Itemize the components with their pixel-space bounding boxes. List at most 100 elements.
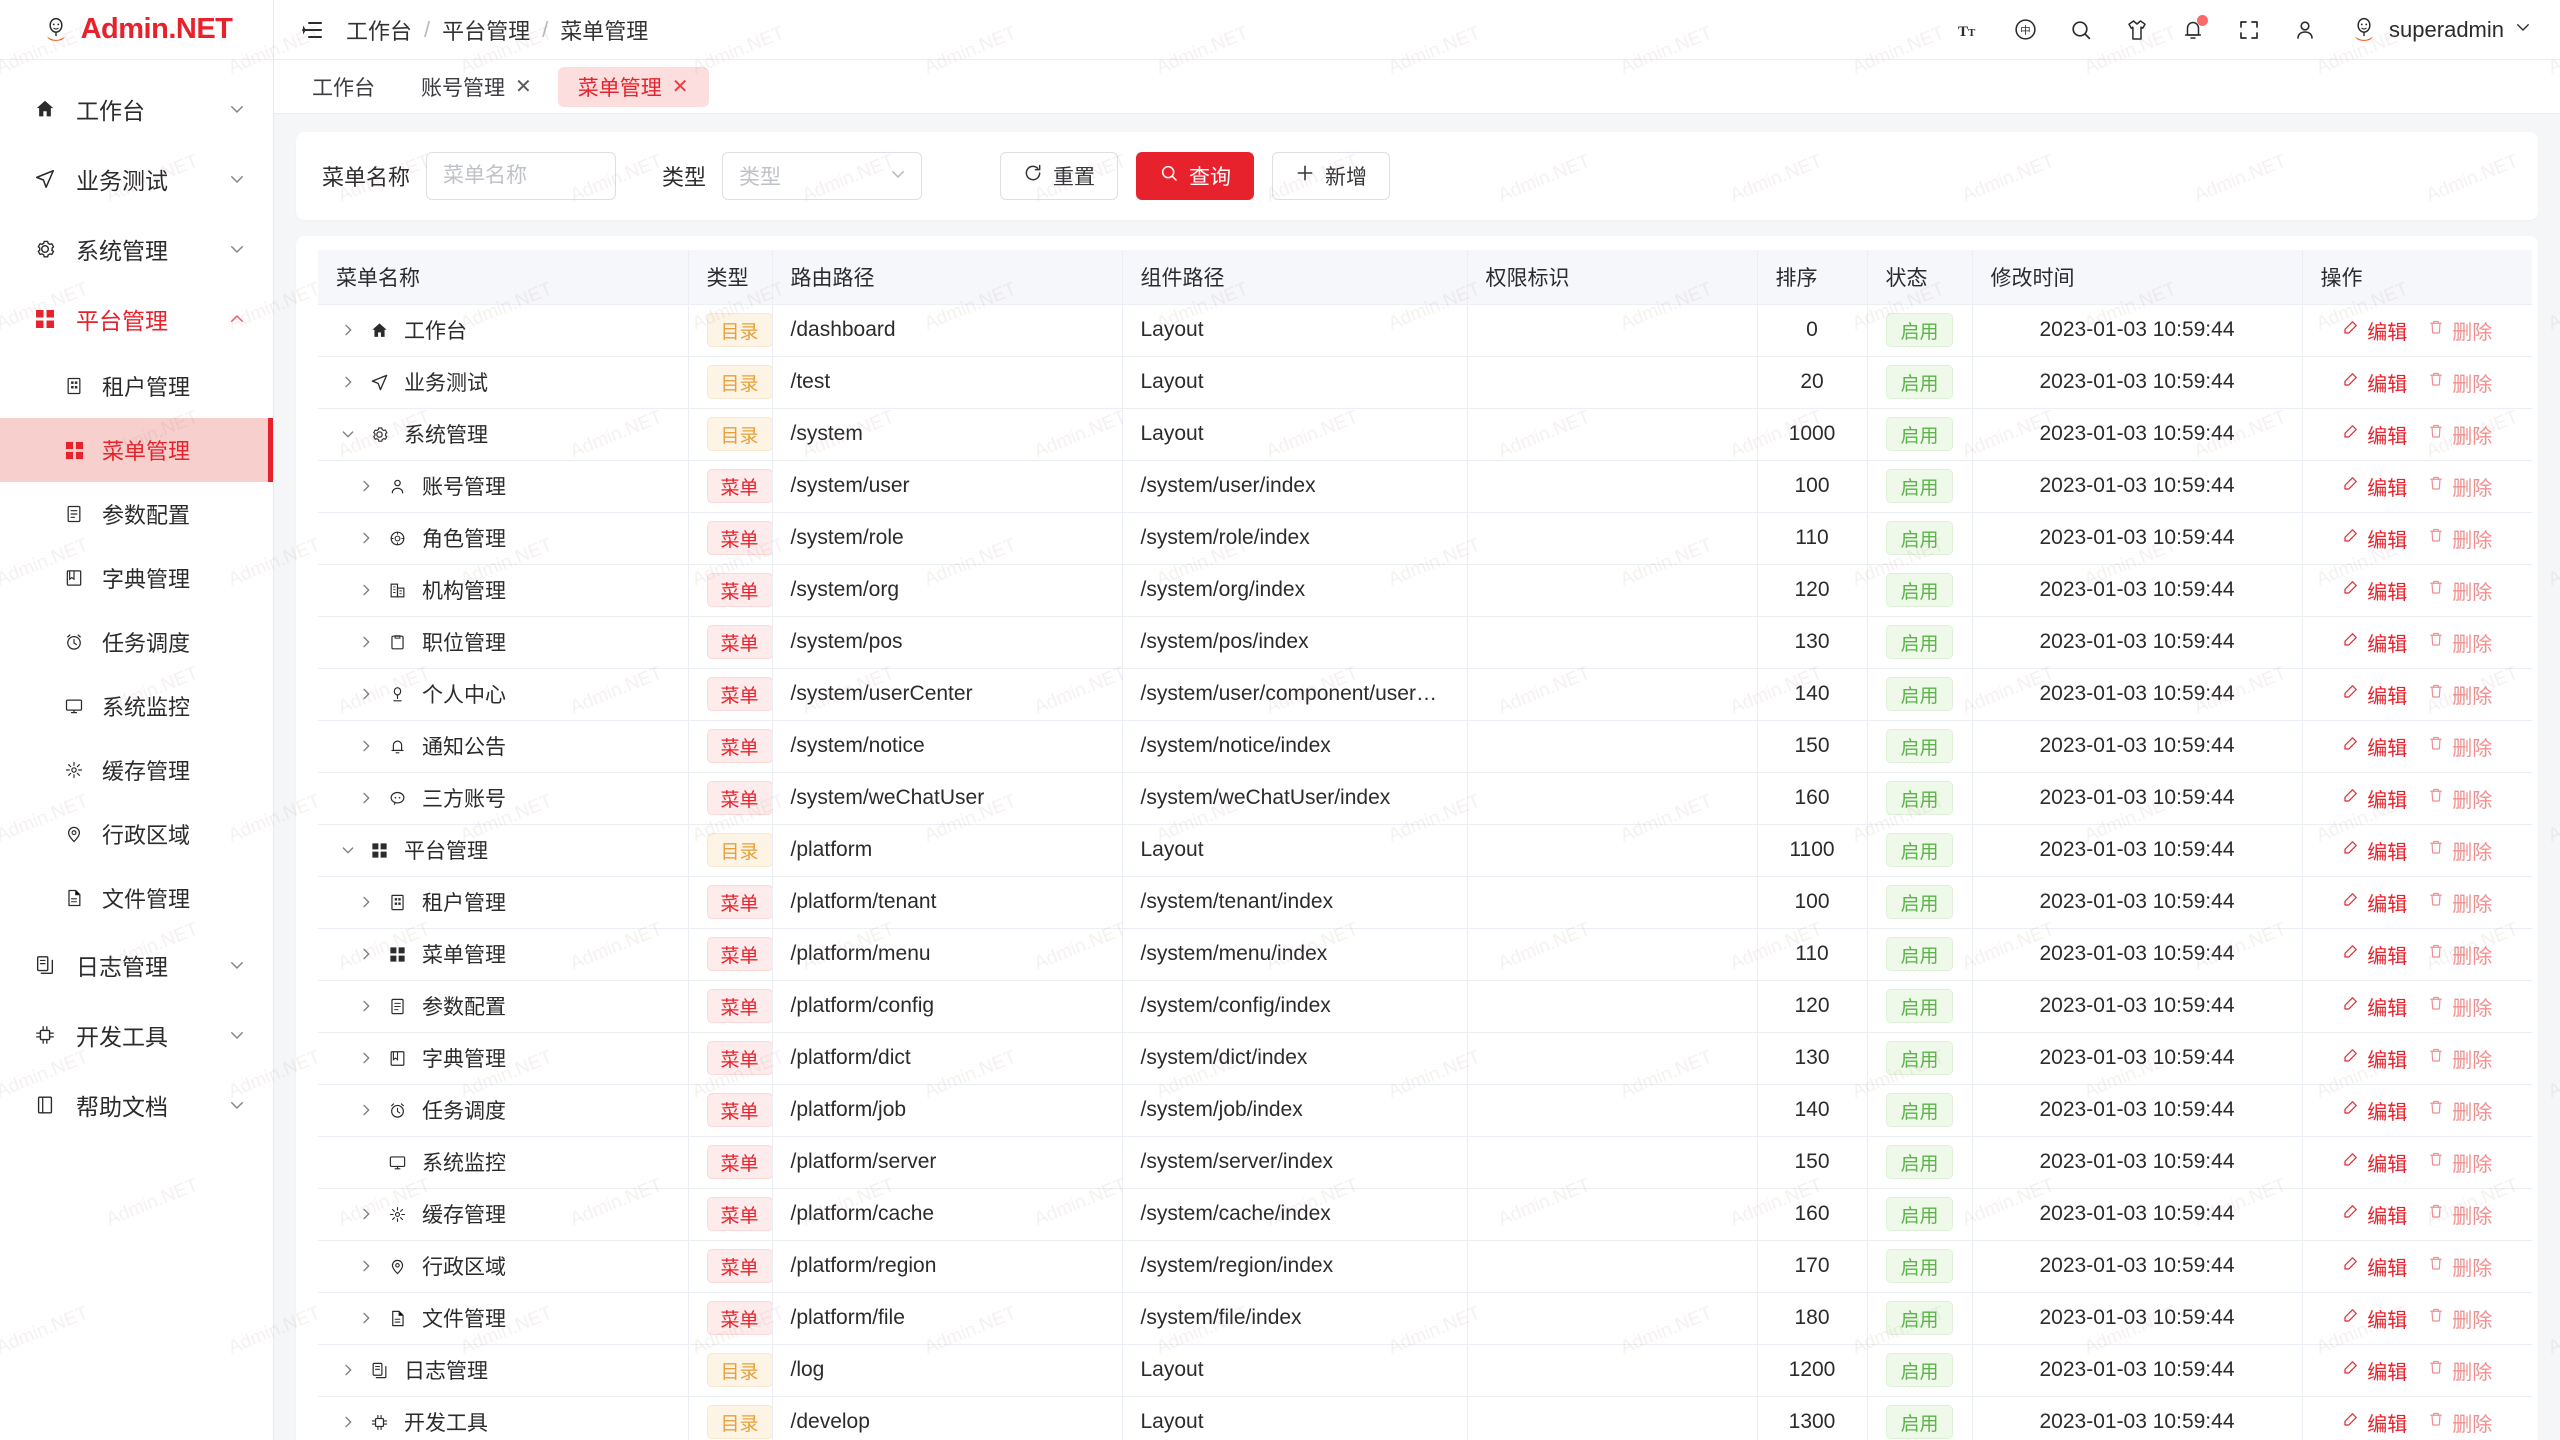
close-icon[interactable]: ✕ — [515, 76, 532, 98]
chevron-right-icon[interactable] — [354, 738, 378, 754]
sidebar-item-help-docs[interactable]: 帮助文档 — [0, 1070, 273, 1140]
chevron-right-icon[interactable] — [336, 374, 360, 390]
chevron-right-icon[interactable] — [354, 686, 378, 702]
table-row[interactable]: 任务调度 菜单/platform/job/system/job/index 140 启… — [318, 1084, 2532, 1137]
sidebar-item-dict-management[interactable]: 字典管理 — [0, 546, 273, 610]
delete-action[interactable]: 删除 — [2427, 1356, 2492, 1385]
table-row[interactable]: 文件管理 菜单/platform/file/system/file/index 18… — [318, 1292, 2532, 1345]
edit-action[interactable]: 编辑 — [2342, 420, 2407, 449]
sidebar-item-file-management[interactable]: 文件管理 — [0, 866, 273, 930]
delete-action[interactable]: 删除 — [2427, 1096, 2492, 1125]
user-menu[interactable]: superadmin — [2349, 15, 2532, 45]
chevron-right-icon[interactable] — [354, 946, 378, 962]
chevron-right-icon[interactable] — [354, 582, 378, 598]
table-row[interactable]: 通知公告 菜单/system/notice/system/notice/index… — [318, 720, 2532, 773]
tab-account-management[interactable]: 账号管理 ✕ — [401, 67, 552, 107]
chevron-down-icon[interactable] — [336, 842, 360, 858]
table-row[interactable]: 职位管理 菜单/system/pos/system/pos/index 130 启用 2… — [318, 616, 2532, 669]
delete-action[interactable]: 删除 — [2427, 680, 2492, 709]
table-row[interactable]: 菜单管理 菜单/platform/menu/system/menu/index 11… — [318, 928, 2532, 981]
theme-icon[interactable] — [2115, 8, 2159, 52]
edit-action[interactable]: 编辑 — [2342, 940, 2407, 969]
edit-action[interactable]: 编辑 — [2342, 836, 2407, 865]
chevron-right-icon[interactable] — [354, 530, 378, 546]
type-select[interactable]: 类型 — [722, 152, 923, 200]
sidebar-item-platform-management[interactable]: 平台管理 — [0, 284, 273, 354]
chevron-right-icon[interactable] — [354, 478, 378, 494]
edit-action[interactable]: 编辑 — [2342, 1148, 2407, 1177]
delete-action[interactable]: 删除 — [2427, 368, 2492, 397]
sidebar-item-param-config[interactable]: 参数配置 — [0, 482, 273, 546]
delete-action[interactable]: 删除 — [2427, 1252, 2492, 1281]
sidebar-item-workbench[interactable]: 工作台 — [0, 74, 273, 144]
delete-action[interactable]: 删除 — [2427, 524, 2492, 553]
delete-action[interactable]: 删除 — [2427, 316, 2492, 345]
query-button[interactable]: 查询 — [1136, 152, 1255, 200]
delete-action[interactable]: 删除 — [2427, 1044, 2492, 1073]
tab-menu-management[interactable]: 菜单管理 ✕ — [557, 66, 709, 107]
edit-action[interactable]: 编辑 — [2342, 524, 2407, 553]
edit-action[interactable]: 编辑 — [2342, 1304, 2407, 1333]
sidebar-item-menu-management[interactable]: 菜单管理 — [0, 418, 273, 482]
add-button[interactable]: 新增 — [1272, 152, 1391, 200]
chevron-down-icon[interactable] — [336, 426, 360, 442]
table-row[interactable]: 工作台 目录/dashboard Layout 0 启用 2023-01-03 10:59… — [318, 304, 2532, 357]
table-row[interactable]: 参数配置 菜单/platform/config/system/config/ind… — [318, 980, 2532, 1033]
table-row[interactable]: 系统监控 菜单/platform/server/system/server/ind… — [318, 1136, 2532, 1189]
table-row[interactable]: 机构管理 菜单/system/org/system/org/index 120 启用 2… — [318, 564, 2532, 617]
table-row[interactable]: 个人中心 菜单/system/userCenter/system/user/com… — [318, 668, 2532, 721]
sidebar-item-dev-tools[interactable]: 开发工具 — [0, 1000, 273, 1070]
table-row[interactable]: 行政区域 菜单/platform/region/system/region/ind… — [318, 1240, 2532, 1293]
delete-action[interactable]: 删除 — [2427, 784, 2492, 813]
sidebar-item-log-management[interactable]: 日志管理 — [0, 930, 273, 1000]
table-row[interactable]: 系统管理 目录/system Layout 1000 启用 2023-01-03 10:5… — [318, 408, 2532, 461]
breadcrumb-item[interactable]: 平台管理 — [442, 18, 531, 44]
table-row[interactable]: 字典管理 菜单/platform/dict/system/dict/index 13… — [318, 1032, 2532, 1085]
chevron-right-icon[interactable] — [354, 1102, 378, 1118]
notification-bell-icon[interactable] — [2171, 8, 2215, 52]
chevron-right-icon[interactable] — [354, 1206, 378, 1222]
menu-name-input[interactable] — [426, 152, 617, 200]
edit-action[interactable]: 编辑 — [2342, 1044, 2407, 1073]
delete-action[interactable]: 删除 — [2427, 836, 2492, 865]
table-row[interactable]: 租户管理 菜单/platform/tenant/system/tenant/ind… — [318, 876, 2532, 929]
edit-action[interactable]: 编辑 — [2342, 472, 2407, 501]
edit-action[interactable]: 编辑 — [2342, 1252, 2407, 1281]
chevron-right-icon[interactable] — [354, 1310, 378, 1326]
delete-action[interactable]: 删除 — [2427, 1408, 2492, 1437]
edit-action[interactable]: 编辑 — [2342, 680, 2407, 709]
delete-action[interactable]: 删除 — [2427, 1200, 2492, 1229]
delete-action[interactable]: 删除 — [2427, 732, 2492, 761]
edit-action[interactable]: 编辑 — [2342, 1096, 2407, 1125]
table-row[interactable]: 三方账号 菜单/system/weChatUser/system/weChatUs… — [318, 772, 2532, 825]
sidebar-item-tenant-management[interactable]: 租户管理 — [0, 354, 273, 418]
chevron-right-icon[interactable] — [336, 322, 360, 338]
edit-action[interactable]: 编辑 — [2342, 1356, 2407, 1385]
table-row[interactable]: 日志管理 目录/log Layout 1200 启用 2023-01-03 10:59:4… — [318, 1344, 2532, 1397]
delete-action[interactable]: 删除 — [2427, 888, 2492, 917]
search-icon[interactable] — [2059, 8, 2103, 52]
delete-action[interactable]: 删除 — [2427, 472, 2492, 501]
chevron-right-icon[interactable] — [336, 1414, 360, 1430]
edit-action[interactable]: 编辑 — [2342, 1408, 2407, 1437]
sidebar-item-system-management[interactable]: 系统管理 — [0, 214, 273, 284]
tab-workbench[interactable]: 工作台 — [292, 67, 395, 107]
chevron-right-icon[interactable] — [354, 894, 378, 910]
delete-action[interactable]: 删除 — [2427, 576, 2492, 605]
chevron-right-icon[interactable] — [354, 1258, 378, 1274]
user-icon[interactable] — [2283, 8, 2327, 52]
edit-action[interactable]: 编辑 — [2342, 888, 2407, 917]
edit-action[interactable]: 编辑 — [2342, 992, 2407, 1021]
edit-action[interactable]: 编辑 — [2342, 316, 2407, 345]
edit-action[interactable]: 编辑 — [2342, 732, 2407, 761]
sidebar-item-business-test[interactable]: 业务测试 — [0, 144, 273, 214]
chevron-right-icon[interactable] — [354, 1050, 378, 1066]
reset-button[interactable]: 重置 — [1000, 152, 1119, 200]
table-row[interactable]: 账号管理 菜单/system/user/system/user/index 100 启… — [318, 460, 2532, 513]
table-row[interactable]: 缓存管理 菜单/platform/cache/system/cache/index… — [318, 1188, 2532, 1241]
close-icon[interactable]: ✕ — [671, 76, 689, 98]
edit-action[interactable]: 编辑 — [2342, 576, 2407, 605]
chevron-right-icon[interactable] — [354, 998, 378, 1014]
delete-action[interactable]: 删除 — [2427, 420, 2492, 449]
